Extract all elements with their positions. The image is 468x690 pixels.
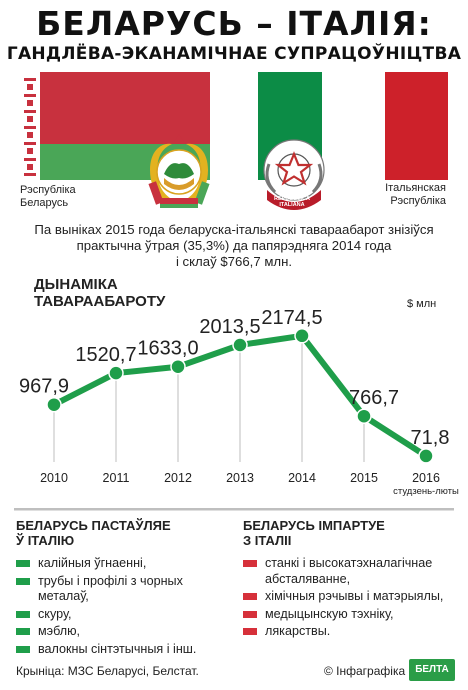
- x-tick-label: 2014: [288, 471, 316, 485]
- imports-title-line: З ІТАЛІІ: [243, 533, 292, 548]
- chart-title: ДЫНАМІКА ТАВАРААБАРОТУ: [34, 276, 165, 310]
- green-bullet-icon: [16, 560, 30, 567]
- green-bullet-icon: [16, 577, 30, 585]
- data-label: 1633,0: [137, 338, 198, 360]
- italy-label-line: Італьянская: [385, 182, 446, 194]
- exports-title-line: БЕЛАРУСЬ ПАСТАЎЛЯЕ: [16, 518, 171, 533]
- data-label: 766,7: [349, 387, 399, 409]
- data-point: [294, 328, 310, 344]
- intro-line: практычна ўтрая (35,3%) да папярэдняга 2…: [76, 238, 392, 253]
- x-tick-label: 2016: [412, 471, 440, 485]
- x-tick-label: 2012: [164, 471, 192, 485]
- list-item: станкі і высокатэхналагічнае абсталяванн…: [243, 556, 458, 587]
- data-point: [46, 396, 62, 413]
- italy-label-line: Рэспубліка: [390, 195, 446, 207]
- exports-title-line: Ў ІТАЛІЮ: [16, 533, 75, 548]
- list-item-text: трубы і профілі з чорных металаў,: [38, 573, 183, 604]
- data-label: 1520,7: [75, 344, 136, 366]
- intro-text: Па выніках 2015 года беларуска-італьянск…: [0, 222, 468, 270]
- data-label: 2174,5: [261, 307, 322, 329]
- list-item-text: хімічныя рэчывы і матэрыялы,: [265, 589, 444, 603]
- intro-line: Па выніках 2015 года беларуска-італьянск…: [34, 222, 434, 237]
- list-item: мэблю,: [16, 624, 226, 640]
- list-item-text: станкі і высокатэхналагічнае абсталяванн…: [265, 556, 433, 586]
- belarus-label: Рэспубліка Беларусь: [20, 184, 76, 210]
- copyright-note: © Інфаграфіка: [324, 664, 406, 678]
- x-tick-note: студзень-люты: [393, 486, 459, 497]
- x-tick-label: 2011: [103, 471, 130, 485]
- red-bullet-icon: [243, 560, 257, 567]
- italy-emblem-label: REPUBBLICA ITALIANA: [273, 196, 311, 208]
- red-bullet-icon: [243, 593, 257, 600]
- list-item: скуру,: [16, 607, 226, 623]
- list-item: медыцынскую тэхніку,: [243, 607, 458, 623]
- list-item: лякарствы.: [243, 624, 458, 640]
- data-point: [170, 358, 186, 375]
- data-point: [356, 408, 372, 424]
- list-item: калійныя ўгнаенні,: [16, 556, 226, 572]
- list-item: валокны сінтэтычныя і інш.: [16, 642, 226, 658]
- belarus-label-line: Беларусь: [20, 197, 69, 209]
- x-tick-label: 2015: [350, 471, 378, 485]
- source-note: Крыніца: МЗС Беларусі, Белстат.: [16, 664, 199, 678]
- exports-title: БЕЛАРУСЬ ПАСТАЎЛЯЕ Ў ІТАЛІЮ: [16, 518, 171, 548]
- imports-title: БЕЛАРУСЬ ІМПАРТУЕ З ІТАЛІІ: [243, 518, 385, 548]
- chart-title-line: ТАВАРААБАРОТУ: [34, 293, 166, 310]
- list-item-text: мэблю,: [38, 624, 81, 638]
- section-divider: [14, 508, 454, 511]
- exports-list: калійныя ўгнаенні, трубы і профілі з чор…: [16, 556, 226, 659]
- red-bullet-icon: [243, 610, 257, 618]
- chart-unit: $ млн: [407, 298, 437, 310]
- data-point: [418, 448, 434, 464]
- page-subtitle: ГАНДЛЁВА-ЭКАНАМІЧНАЕ СУПРАЦОЎНІЦТВА: [6, 44, 462, 64]
- data-point: [232, 337, 248, 353]
- list-item-text: скуру,: [38, 606, 72, 621]
- imports-list: станкі і высокатэхналагічнае абсталяванн…: [243, 556, 458, 642]
- x-tick-label: 2010: [40, 471, 68, 485]
- data-point: [108, 365, 124, 381]
- chart-title-line: ДЫНАМІКА: [34, 276, 118, 293]
- data-label: 71,8: [411, 427, 450, 449]
- italy-label: Італьянская Рэспубліка: [358, 182, 446, 208]
- list-item-text: медыцынскую тэхніку,: [265, 606, 394, 621]
- list-item-text: валокны сінтэтычныя і інш.: [38, 641, 197, 656]
- belarus-emblem: [148, 134, 210, 208]
- red-bullet-icon: [243, 628, 257, 635]
- list-item-text: лякарствы.: [265, 624, 331, 638]
- page-title: БЕЛАРУСЬ – ІТАЛІЯ:: [36, 4, 432, 43]
- list-item: трубы і профілі з чорных металаў,: [16, 574, 226, 605]
- belarus-label-line: Рэспубліка: [20, 184, 76, 196]
- green-bullet-icon: [16, 645, 30, 653]
- list-item: хімічныя рэчывы і матэрыялы,: [243, 589, 458, 605]
- green-bullet-icon: [16, 610, 30, 618]
- x-tick-label: 2013: [226, 471, 254, 485]
- belta-logo: БЕЛТА: [409, 659, 455, 681]
- intro-line: і склаў $766,7 млн.: [175, 254, 293, 269]
- imports-title-line: БЕЛАРУСЬ ІМПАРТУЕ: [243, 518, 385, 533]
- data-label: 967,9: [19, 376, 69, 398]
- green-bullet-icon: [16, 628, 30, 635]
- list-item-text: калійныя ўгнаенні,: [38, 556, 147, 570]
- data-label: 2013,5: [199, 316, 260, 338]
- italy-emblem: [263, 139, 325, 210]
